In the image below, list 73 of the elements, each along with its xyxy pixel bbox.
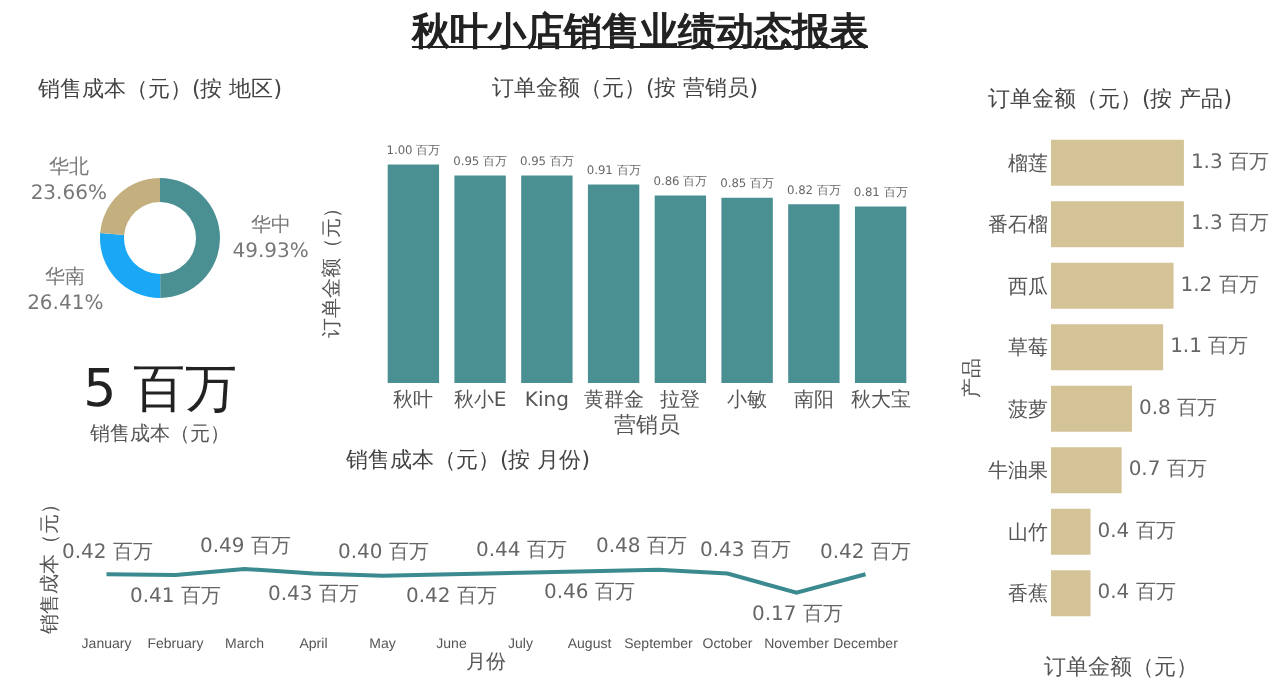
x-tick-label: 小敏 [727,388,768,412]
x-tick-label: 黄群金 [583,388,644,412]
y-tick-label: 牛油果 [988,459,1048,484]
y-tick-label: 山竹 [1008,520,1048,545]
data-label: 1.3 百万 [1190,151,1270,174]
data-label: 1.3 百万 [1190,213,1270,236]
data-label: 0.4 百万 [1097,520,1176,543]
bar [786,202,842,384]
bar [852,204,909,384]
bar [585,182,642,384]
x-tick-label: 秋大宝 [850,388,911,412]
data-label: 0.42 百万 [406,586,497,608]
y-tick-label: 番石榴 [988,213,1048,238]
bar [719,195,775,384]
x-tick-label: 南阳 [793,388,834,412]
data-label: 0.42 百万 [62,542,153,564]
y-tick-label: 菠萝 [1008,397,1048,422]
y-axis-title: 产品 [960,358,984,398]
chart-title: 订单金额（元）(按 营销员) [491,74,759,101]
data-label: 0.8 百万 [1139,397,1218,420]
bar [1050,260,1176,311]
bar [1050,199,1186,250]
text: 销售成本（元） [88,421,232,448]
data-label: 23.66% [30,183,107,206]
chart-title: 销售成本（元）(按 月份) [343,446,591,473]
data-label: 1.2 百万 [1180,274,1259,297]
data-label: 26.41% [27,293,104,316]
y-axis-title: 销售成本（元） [38,494,62,636]
data-label: 0.43 百万 [700,540,791,562]
slice-label: 华南 [45,265,86,290]
data-label: 0.4 百万 [1097,582,1176,605]
bar [1050,506,1093,557]
bar [1050,322,1166,373]
x-tick-label: 秋小E [453,388,507,412]
data-label: 49.93% [232,240,309,263]
data-label: 0.40 百万 [338,542,429,564]
y-axis-title: 订单金额（元） [320,198,344,338]
bar [652,193,709,384]
x-tick-label: 拉登 [660,388,701,412]
chart-title: 订单金额（元）(按 产品) [987,85,1233,112]
bar [1050,445,1124,496]
bar [519,173,575,384]
x-axis-title: 订单金额（元） [1044,654,1198,680]
data-label: 0.42 百万 [820,542,911,564]
data-label: 1.1 百万 [1170,336,1249,359]
donut-slice [100,232,161,298]
x-tick-label: 秋叶 [393,388,434,412]
y-tick-label: 香蕉 [1008,582,1048,607]
data-label: 0.44 百万 [476,540,567,562]
data-label: 0.41 百万 [130,586,221,608]
data-label: 0.7 百万 [1128,459,1207,482]
chart-title: 销售成本（元）(按 地区) [35,76,283,103]
bar [1050,137,1186,188]
x-tick-label: King [524,390,569,412]
y-tick-label: 榴莲 [1008,151,1048,176]
bar [1050,383,1135,434]
data-label: 0.17 百万 [752,604,843,626]
data-label: 0.46 百万 [544,582,635,604]
slice-label: 华北 [48,155,89,180]
data-label: 0.48 百万 [596,536,687,558]
slice-label: 华中 [250,212,291,237]
y-tick-label: 草莓 [1008,336,1048,361]
bar [385,162,442,384]
bar [452,173,508,384]
x-axis-title: 月份 [466,652,506,674]
text: 5 百万 [81,360,239,420]
text: 秋叶小店销售业绩动态报表 [409,8,870,58]
donut-slice [160,178,220,298]
bar [1050,568,1093,619]
data-label: 0.49 百万 [200,536,291,558]
y-tick-label: 西瓜 [1008,274,1048,299]
data-label: 0.43 百万 [268,584,359,606]
x-axis-title: 营销员 [614,412,680,438]
